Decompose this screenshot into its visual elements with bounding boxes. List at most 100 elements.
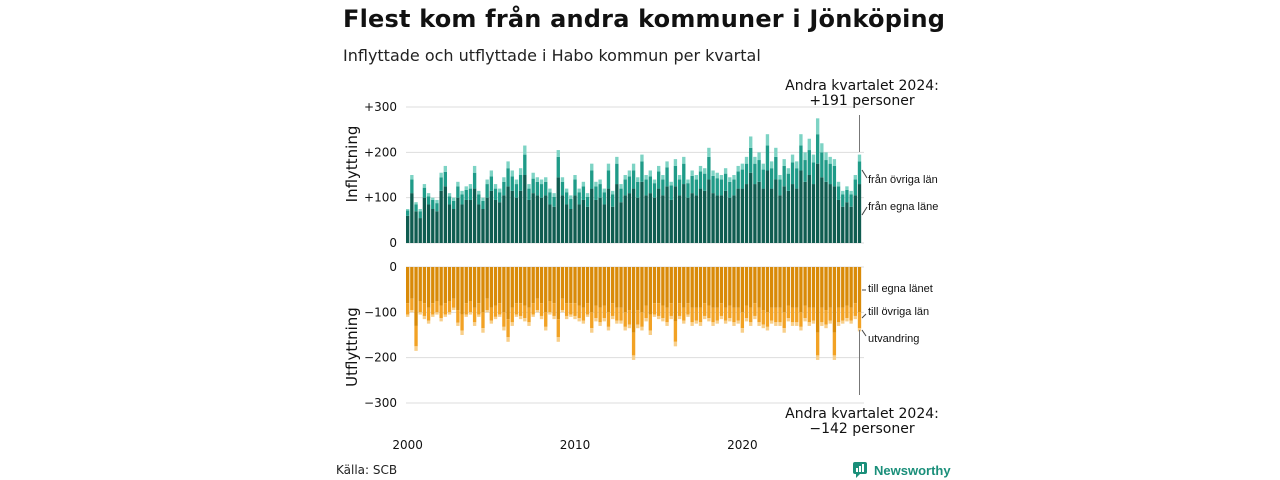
inflow-bar-segment [636,181,640,198]
inflow-bar-segment [719,195,724,243]
inflow-bar-segment [472,165,477,173]
inflow-bar-segment [703,173,707,191]
outflow-bar-segment [518,315,523,320]
inflow-bar-segment [498,202,502,243]
outflow-bar-segment [778,267,782,308]
outflow-bar-segment [761,324,765,329]
chart-title: Flest kom från andra kommuner i Jönköpin… [343,5,946,33]
inflow-bar-segment [456,186,460,198]
inflow-bar-segment [514,184,519,198]
inflow-bar-segment [514,179,519,185]
inflow-bar-segment [765,134,770,146]
inflow-bar-segment [744,156,749,164]
inflow-bar-segment [740,169,745,189]
outflow-bar-segment [410,298,414,311]
inflow-bar-segment [531,178,535,194]
inflow-bar-segment [535,181,540,196]
y-axis-title-outflow: Utflyttning [343,307,361,387]
series-label-leader [861,313,867,319]
inflow-bar-segment [548,188,552,193]
axes: 0 +100 +200 +300 0 −100 −200 −300 2000 2010 2020 In… [343,100,758,452]
x-tick-label: 2020 [727,438,758,452]
inflow-bar-segment [489,176,494,191]
inflow-bar-segment [594,186,598,200]
inflow-bar-segment [610,206,615,243]
inflow-bar-segment [698,165,703,172]
outflow-bar-segment [790,267,795,308]
outflow-bar-segment [443,267,447,304]
outflow-bar-segment [669,303,673,316]
outflow-bar-segment [765,312,770,327]
inflow-bar-segment [452,209,456,243]
inflow-bar-segment [669,185,673,200]
outflow-bar-segment [552,315,556,320]
outflow-bar-segment [581,307,586,321]
outflow-bar-segment [707,318,711,322]
inflow-bar-segment [677,195,682,243]
outflow-bar-segment [406,267,410,304]
inflow-bar-segment [753,184,757,243]
outflow-bar-segment [418,267,422,301]
outflow-bar-segment [602,318,606,322]
outflow-bar-segment [694,307,699,321]
inflow-bar-segment [610,194,615,207]
inflow-bar-segment [510,170,514,177]
outflow-bar-segment [761,310,765,325]
outflow-bar-segment [406,314,410,317]
inflow-bar-segment [690,175,694,194]
outflow-bar-segment [406,303,410,315]
outflow-bar-segment [703,267,707,304]
y-tick-label: 0 [389,260,397,274]
outflow-bar-segment [552,303,556,316]
inflow-bar-segment [703,168,707,174]
outflow-bar-segment [782,328,786,333]
outflow-bar-segment [728,318,732,322]
inflow-bar-segment [648,176,652,194]
outflow-bar-segment [573,267,577,304]
outflow-bar-segment [556,337,560,342]
inflow-bar-segment [673,186,678,243]
outflow-bar-segment [539,315,544,320]
inflow-bar-segment [410,179,414,194]
outflow-bar-segment [619,267,623,308]
outflow-bar-segment [698,267,703,308]
inflow-bar-segment [493,184,498,189]
inflow-bar-segment [715,195,719,243]
outflow-bar-segment [514,303,519,315]
inflow-bar-segment [728,177,732,182]
inflow-bar-segment [602,192,606,205]
inflow-bar-segment [732,175,736,180]
outflow-bar-segment [456,267,460,311]
inflow-bar-segment [431,197,435,200]
outflow-bar-segment [648,330,652,335]
inflow-bar-segment [627,176,632,194]
outflow-bar-segment [644,305,648,319]
inflow-bar-segment [493,188,498,200]
inflow-bar-segment [665,161,669,168]
inflow-bar-segment [657,188,661,243]
inflow-bar-segment [820,152,824,178]
outflow-bar-segment [740,267,745,313]
inflow-bar-segment [778,195,782,243]
inflow-bar-segment [757,160,761,182]
inflow-bar-segment [715,172,719,179]
outflow-bar-segment [523,267,527,306]
inflow-bar-segment [853,195,857,243]
inflow-bar-segment [590,170,594,189]
outflow-bar-segment [447,301,452,313]
inflow-bar-segment [560,177,565,182]
inflow-bar-segment [749,172,753,243]
outflow-bar-segment [732,307,736,323]
outflow-bar-segment [803,318,807,322]
inflow-bar-segment [472,172,477,189]
inflow-bar-segment [418,211,422,219]
outflow-bar-segment [648,314,652,331]
inflow-bar-segment [552,196,556,207]
inflow-bar-segment [841,206,845,243]
inflow-bar-segment [686,197,690,243]
inflow-bar-segment [711,175,715,194]
outflow-bar-segment [845,267,849,306]
outflow-bar-segment [577,267,581,306]
inflow-bar-segment [506,161,510,169]
outflow-bar-segment [728,305,732,319]
